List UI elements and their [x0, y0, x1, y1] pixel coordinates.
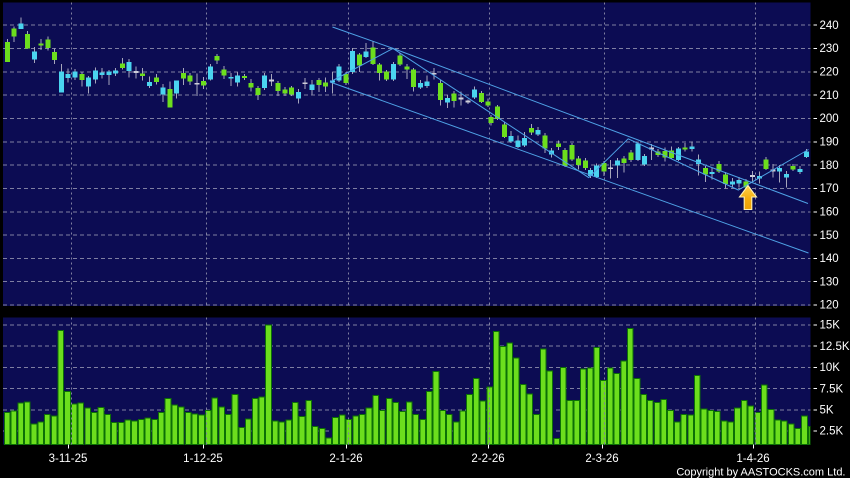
svg-text:2-2-26: 2-2-26 — [471, 453, 504, 465]
svg-text:7.5K: 7.5K — [820, 383, 844, 395]
svg-text:2-3-26: 2-3-26 — [585, 453, 618, 465]
svg-text:130: 130 — [820, 276, 839, 288]
svg-text:140: 140 — [820, 253, 839, 265]
svg-text:1-12-25: 1-12-25 — [183, 453, 223, 465]
svg-text:12.5K: 12.5K — [820, 341, 850, 353]
svg-text:3-11-25: 3-11-25 — [49, 453, 88, 465]
svg-text:220: 220 — [820, 67, 839, 79]
svg-text:2.5K: 2.5K — [820, 426, 844, 438]
svg-text:150: 150 — [820, 230, 839, 242]
svg-text:10K: 10K — [820, 362, 841, 374]
svg-text:160: 160 — [820, 207, 839, 219]
svg-text:2-1-26: 2-1-26 — [329, 453, 362, 465]
svg-text:170: 170 — [820, 183, 839, 195]
svg-text:230: 230 — [820, 43, 839, 55]
svg-text:120: 120 — [820, 300, 839, 312]
svg-text:Copyright by AASTOCKS.com Ltd.: Copyright by AASTOCKS.com Ltd. — [676, 467, 845, 478]
svg-text:15K: 15K — [820, 320, 841, 332]
svg-text:210: 210 — [820, 90, 839, 102]
svg-text:1-4-26: 1-4-26 — [736, 453, 769, 465]
svg-text:5K: 5K — [820, 405, 834, 417]
svg-text:180: 180 — [820, 160, 839, 172]
svg-text:190: 190 — [820, 137, 839, 149]
svg-text:240: 240 — [820, 20, 839, 32]
svg-text:200: 200 — [820, 113, 839, 125]
